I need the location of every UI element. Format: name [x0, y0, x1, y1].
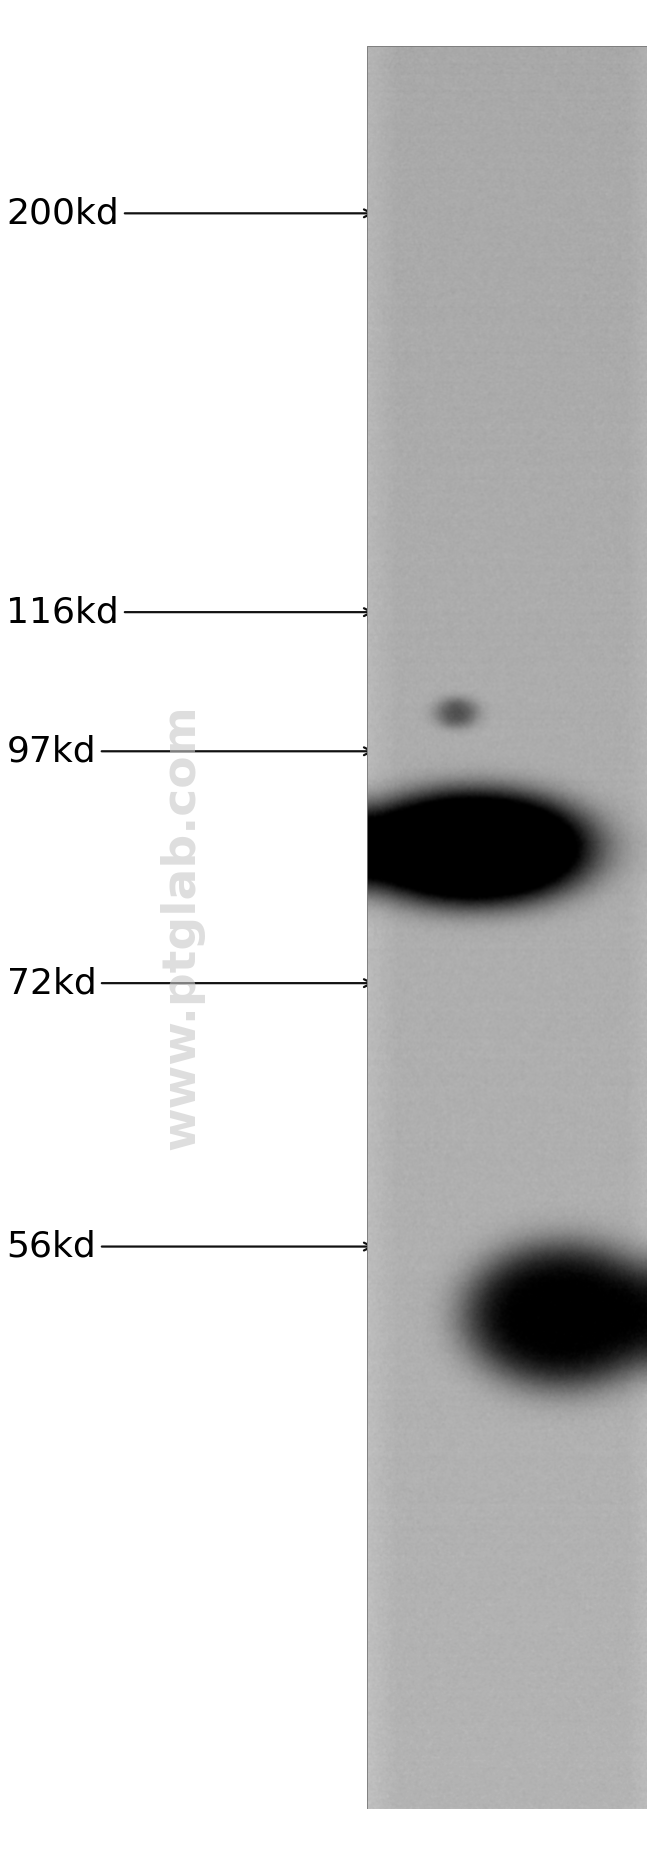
Text: 116kd: 116kd	[6, 595, 372, 629]
Text: 97kd: 97kd	[6, 735, 372, 768]
Text: 72kd: 72kd	[6, 966, 372, 1000]
Text: 200kd: 200kd	[6, 197, 372, 230]
Text: 56kd: 56kd	[6, 1230, 372, 1263]
Text: www.ptglab.com: www.ptglab.com	[159, 705, 205, 1150]
